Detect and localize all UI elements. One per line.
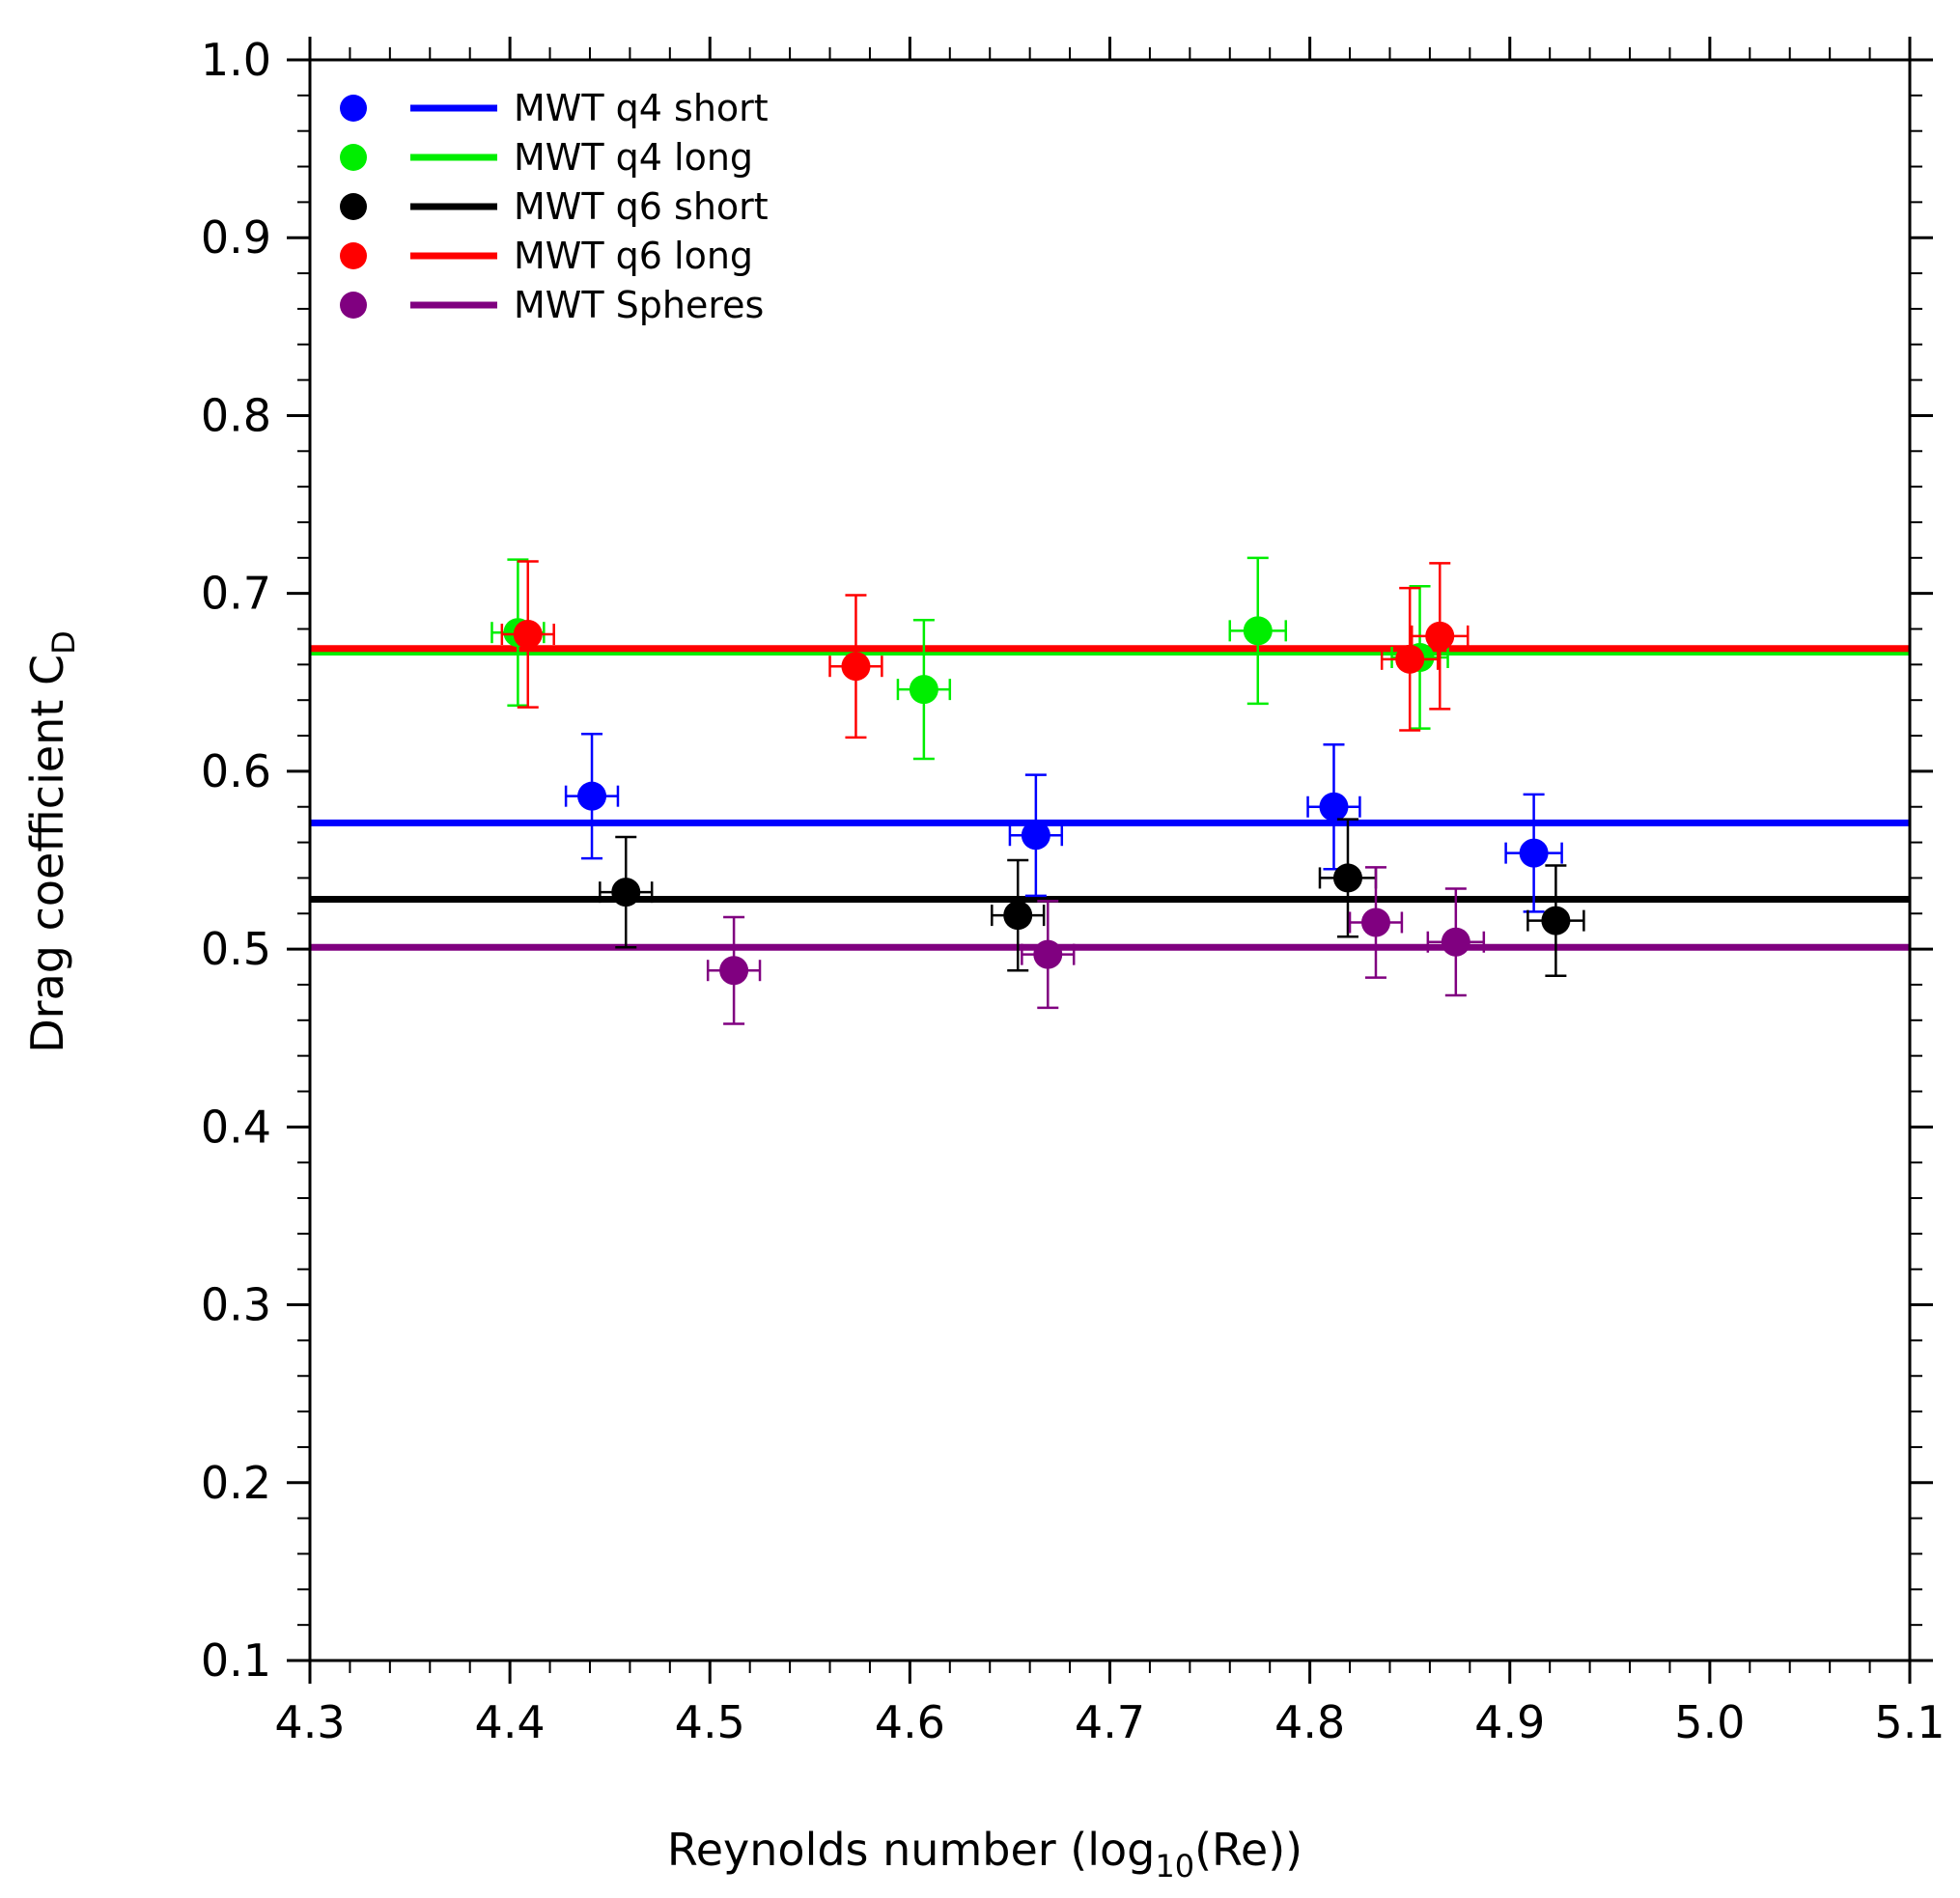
data-point xyxy=(1003,901,1033,931)
y-tick-label: 0.3 xyxy=(201,1279,271,1331)
legend: MWT q4 short MWT q4 long MWT q6 short MWT q… xyxy=(340,87,769,326)
x-tick-label: 5.0 xyxy=(1674,1696,1745,1748)
y-tick-label: 0.8 xyxy=(201,389,271,441)
legend-label: MWT Spheres xyxy=(514,284,764,326)
data-point xyxy=(611,878,641,907)
x-tick-label: 5.1 xyxy=(1874,1696,1945,1748)
data-point xyxy=(1395,644,1425,674)
data-points xyxy=(490,556,1585,1025)
data-point xyxy=(1332,863,1362,893)
y-tick-label: 0.7 xyxy=(201,568,271,620)
data-point xyxy=(1360,907,1390,937)
axis-ticks xyxy=(287,37,1933,1684)
x-tick-label: 4.6 xyxy=(875,1696,945,1748)
data-point xyxy=(577,781,607,811)
data-point xyxy=(1441,927,1470,957)
data-point xyxy=(1425,621,1455,651)
data-point xyxy=(841,652,871,682)
legend-label: MWT q6 short xyxy=(514,185,769,228)
legend-marker xyxy=(340,193,367,220)
data-point xyxy=(1519,838,1549,868)
y-tick-label: 0.2 xyxy=(201,1457,271,1509)
x-tick-label: 4.8 xyxy=(1274,1696,1345,1748)
x-axis-title: Reynolds number (log10(Re)) xyxy=(667,1824,1302,1884)
y-tick-label: 0.5 xyxy=(201,923,271,975)
y-tick-label: 0.4 xyxy=(201,1101,271,1153)
x-tick-label: 4.9 xyxy=(1474,1696,1545,1748)
data-point xyxy=(1541,906,1571,935)
y-tick-label: 0.9 xyxy=(201,211,271,264)
legend-label: MWT q4 short xyxy=(514,87,769,129)
y-tick-label: 0.6 xyxy=(201,745,271,797)
data-point xyxy=(1021,821,1050,851)
data-point xyxy=(1033,939,1063,969)
x-tick-label: 4.7 xyxy=(1075,1696,1145,1748)
legend-marker xyxy=(340,144,367,171)
mean-lines xyxy=(310,645,1910,951)
data-point xyxy=(719,956,749,986)
y-tick-label: 0.1 xyxy=(201,1634,271,1687)
plot-frame xyxy=(308,58,1912,1662)
x-tick-label: 4.4 xyxy=(475,1696,546,1748)
x-tick-label: 4.5 xyxy=(675,1696,745,1748)
x-tick-label: 4.3 xyxy=(274,1696,345,1748)
tick-labels: 4.3 4.4 4.5 4.6 4.7 4.8 4.9 5.0 5.1 0.1 0.2 0.3 0.4 0… xyxy=(201,34,1946,1748)
data-point xyxy=(513,620,543,650)
data-point xyxy=(1319,792,1349,822)
legend-label: MWT q4 long xyxy=(514,136,753,179)
legend-marker xyxy=(340,292,367,319)
legend-marker xyxy=(340,95,367,122)
legend-label: MWT q6 long xyxy=(514,235,753,277)
data-point xyxy=(1243,616,1273,646)
legend-marker xyxy=(340,242,367,269)
data-point xyxy=(909,675,938,705)
y-tick-label: 1.0 xyxy=(201,34,271,86)
y-axis-title: Drag coefficient CD xyxy=(21,630,82,1053)
